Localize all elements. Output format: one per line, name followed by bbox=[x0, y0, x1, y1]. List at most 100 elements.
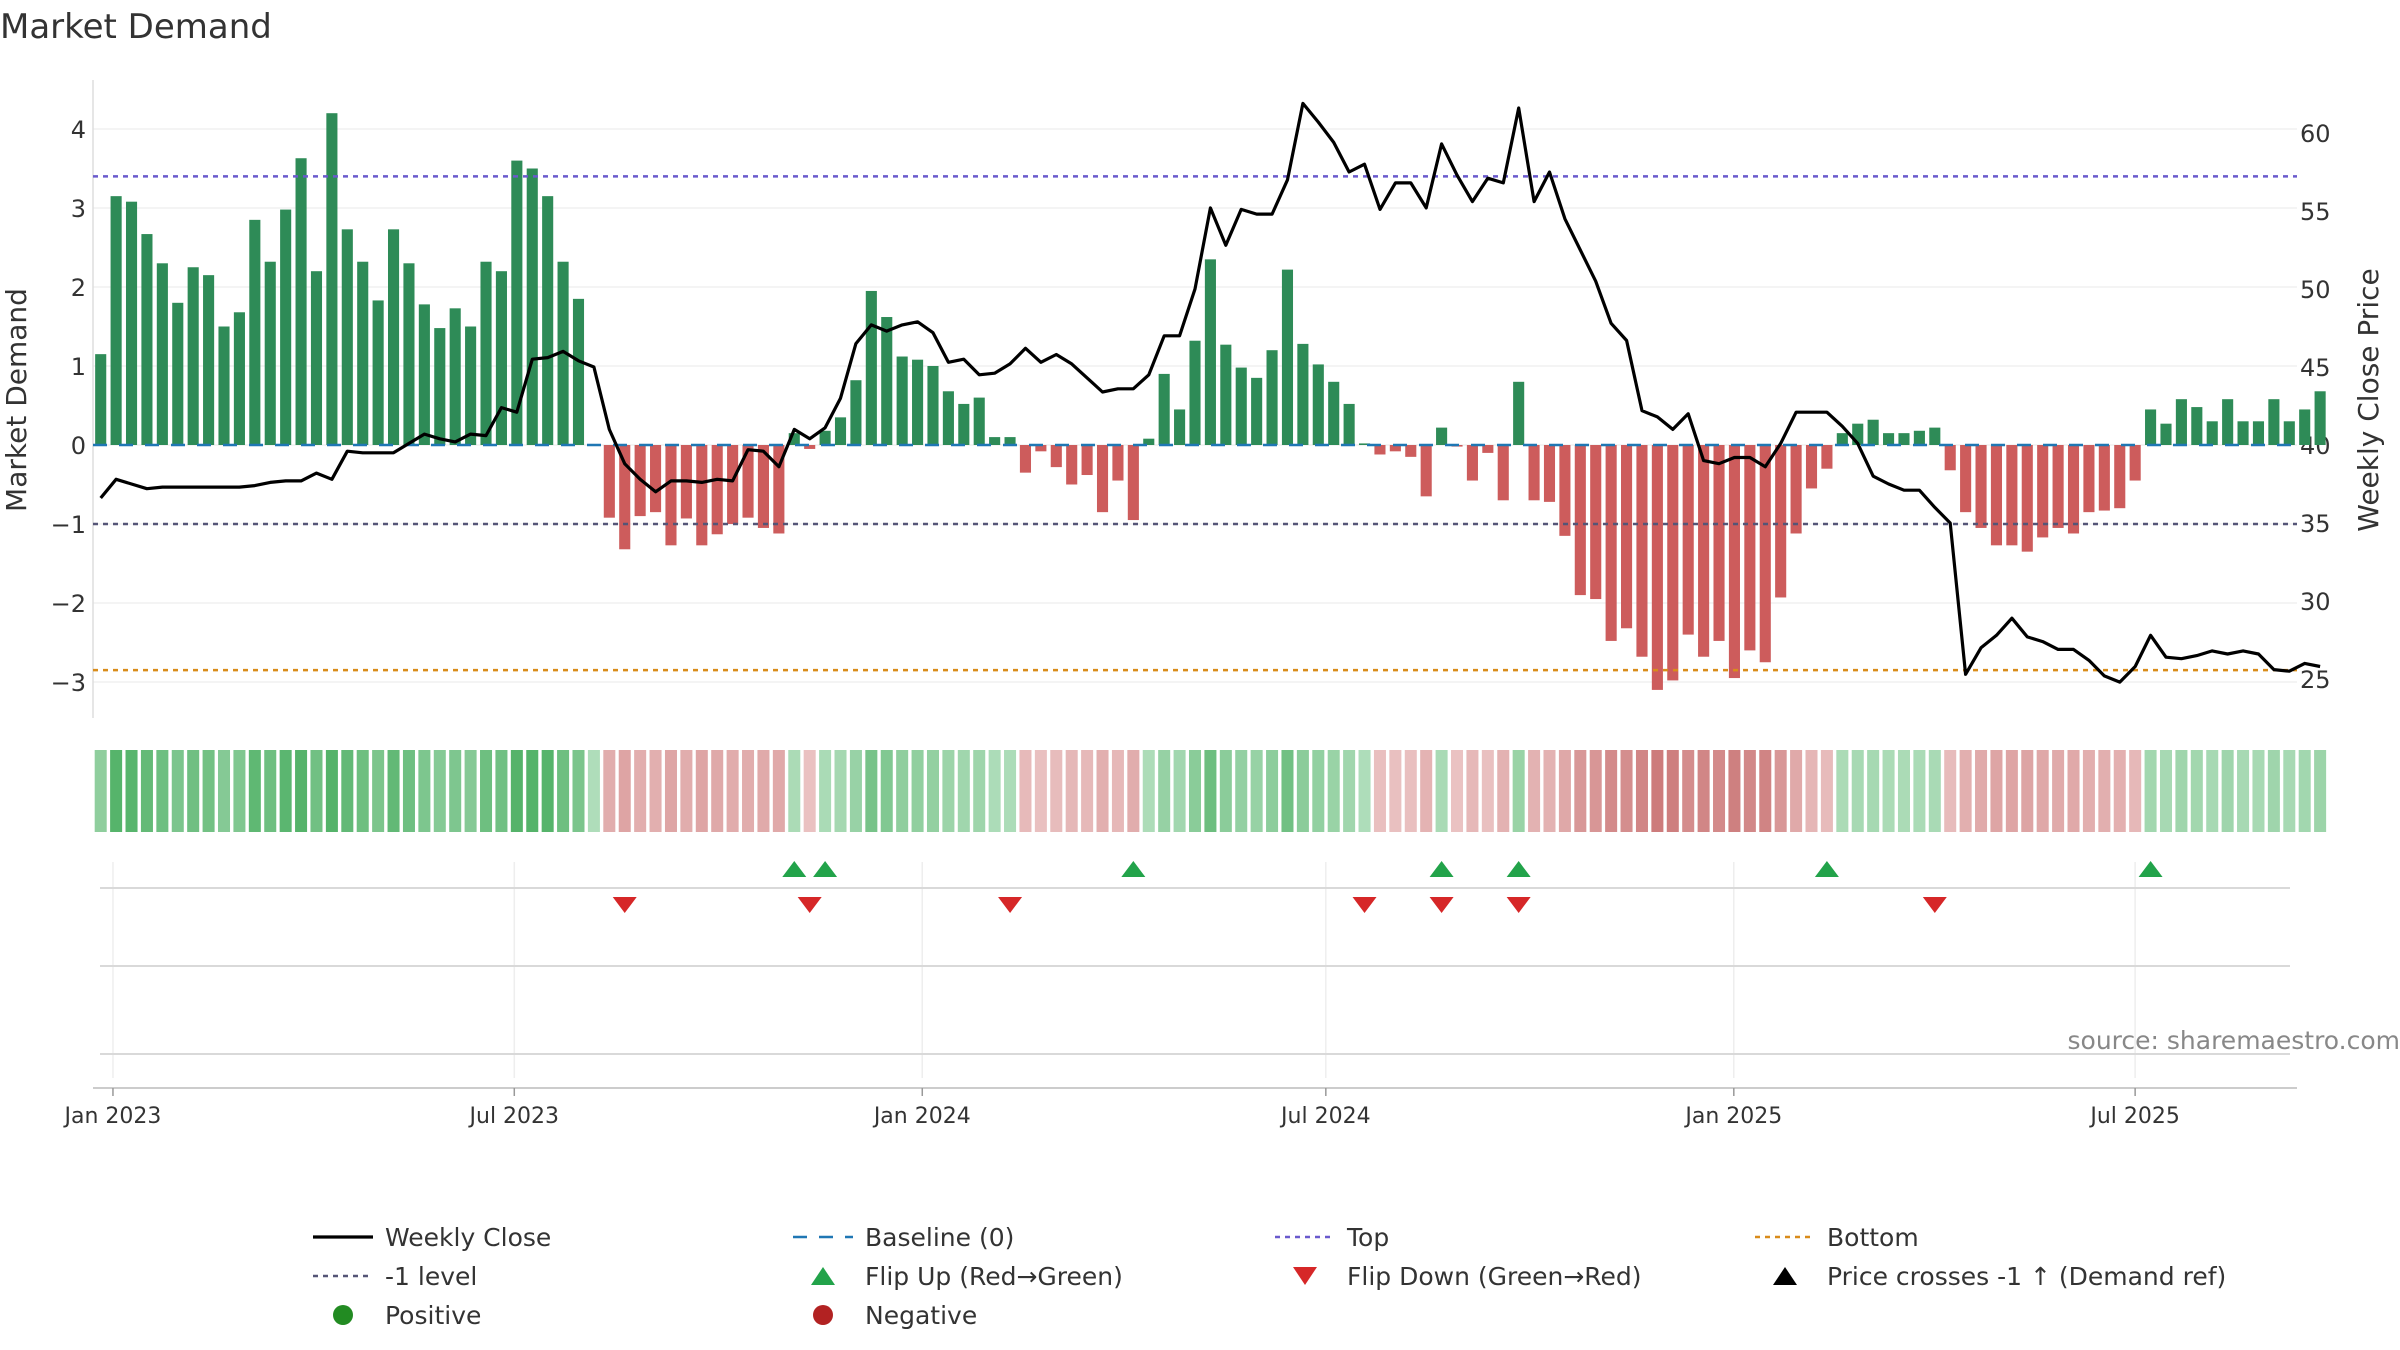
demand-bar bbox=[603, 445, 615, 518]
demand-bar bbox=[1436, 427, 1448, 445]
weekly-close-line bbox=[99, 101, 2321, 684]
heat-cell bbox=[726, 750, 739, 832]
heat-cell bbox=[140, 750, 153, 832]
leg-minus-one: -1 level bbox=[313, 1262, 477, 1291]
heat-cell bbox=[1096, 750, 1109, 832]
leg-bottom: Bottom bbox=[1755, 1223, 1919, 1252]
flip-up-marker bbox=[1429, 861, 1454, 877]
heat-cell bbox=[2129, 750, 2142, 832]
heat-cell bbox=[2067, 750, 2080, 832]
y2-axis-label: Weekly Close Price bbox=[2352, 268, 2385, 531]
demand-bar bbox=[1420, 445, 1432, 497]
heat-cell bbox=[1451, 750, 1464, 832]
demand-bar bbox=[927, 366, 939, 445]
demand-bar bbox=[233, 312, 245, 445]
flip-down-marker bbox=[1352, 897, 1377, 913]
legend-label: Baseline (0) bbox=[865, 1223, 1014, 1252]
demand-bar bbox=[2175, 399, 2187, 445]
heat-cell bbox=[2036, 750, 2049, 832]
demand-bar bbox=[480, 261, 492, 445]
demand-bar bbox=[989, 437, 1001, 445]
heat-cell bbox=[341, 750, 354, 832]
price-line-group bbox=[99, 101, 2321, 684]
demand-bar bbox=[912, 359, 924, 445]
demand-bar bbox=[619, 445, 631, 550]
demand-bar bbox=[203, 275, 215, 445]
heat-cell bbox=[217, 750, 231, 832]
heat-cell bbox=[156, 750, 169, 832]
y2-tick-label: 50 bbox=[2300, 276, 2331, 304]
heat-cell bbox=[310, 750, 323, 832]
demand-bar bbox=[1050, 445, 1062, 468]
flip-panel bbox=[100, 861, 2290, 1078]
heat-cell bbox=[1111, 750, 1124, 832]
demand-bar bbox=[1127, 445, 1139, 521]
heat-cell bbox=[402, 750, 415, 832]
heat-cell bbox=[279, 750, 292, 832]
heat-cell bbox=[849, 750, 862, 832]
demand-bar bbox=[1744, 445, 1756, 651]
heat-cell bbox=[1682, 750, 1695, 832]
demand-bar bbox=[958, 403, 970, 445]
y2-tick-label: 45 bbox=[2300, 354, 2331, 382]
leg-negative: Negative bbox=[813, 1301, 977, 1330]
heat-cell bbox=[1266, 750, 1279, 832]
heat-cell bbox=[1574, 750, 1587, 832]
demand-bar bbox=[1112, 445, 1124, 481]
heat-cell bbox=[880, 750, 893, 832]
heat-cell bbox=[2221, 750, 2234, 832]
demand-bar bbox=[387, 229, 400, 445]
heat-cell bbox=[1897, 750, 1910, 832]
heat-cell bbox=[942, 750, 955, 832]
demand-bar bbox=[1035, 445, 1047, 452]
heat-cell bbox=[1481, 750, 1494, 832]
heat-strip bbox=[94, 750, 2327, 832]
demand-bar bbox=[2145, 409, 2157, 445]
heat-cell bbox=[1358, 750, 1371, 832]
heat-cell bbox=[2190, 750, 2203, 832]
x-tick-label: Jul 2024 bbox=[1279, 1104, 1371, 1129]
heat-cell bbox=[911, 750, 924, 832]
heat-cell bbox=[295, 750, 308, 832]
heat-cell bbox=[1990, 750, 2003, 832]
demand-bar bbox=[1358, 443, 1371, 445]
heat-cell bbox=[2082, 750, 2095, 832]
heat-cell bbox=[1296, 750, 1309, 832]
heat-cell bbox=[1466, 750, 1479, 832]
demand-bar bbox=[1174, 409, 1186, 445]
heat-cell bbox=[803, 750, 816, 832]
y2-tick-label: 25 bbox=[2300, 666, 2331, 694]
legend: Weekly Close Baseline (0) Top Bottom -1 leve… bbox=[313, 1223, 2226, 1330]
heat-cell bbox=[1728, 750, 1741, 832]
heat-cell bbox=[1743, 750, 1756, 832]
heat-cell bbox=[1081, 750, 1094, 832]
demand-bar bbox=[280, 209, 292, 445]
demand-bar bbox=[572, 298, 585, 445]
flip-down-marker bbox=[612, 897, 637, 913]
heat-cell bbox=[1528, 750, 1541, 832]
legend-swatch bbox=[1293, 1267, 1317, 1285]
demand-bar bbox=[1497, 445, 1509, 501]
heat-cell bbox=[1713, 750, 1726, 832]
demand-bar bbox=[357, 261, 369, 445]
demand-bar bbox=[1204, 259, 1216, 445]
heat-cell bbox=[1327, 750, 1340, 832]
demand-bar bbox=[696, 445, 708, 546]
demand-bar bbox=[665, 445, 677, 546]
heat-cell bbox=[742, 750, 755, 832]
demand-bar bbox=[2114, 445, 2126, 509]
y-tick-label: 4 bbox=[71, 116, 86, 144]
demand-bar bbox=[141, 234, 153, 445]
demand-bar bbox=[1759, 445, 1771, 663]
heat-cell bbox=[510, 750, 523, 832]
demand-bar bbox=[511, 160, 523, 445]
demand-bar bbox=[2160, 423, 2172, 445]
heat-cell bbox=[1605, 750, 1618, 832]
demand-bar bbox=[865, 290, 877, 445]
demand-bar bbox=[295, 158, 307, 446]
leg-baseline: Baseline (0) bbox=[793, 1223, 1014, 1252]
demand-bar bbox=[1297, 343, 1309, 445]
demand-bars bbox=[95, 113, 2326, 690]
legend-label: Negative bbox=[865, 1301, 977, 1330]
demand-bar bbox=[1482, 445, 1494, 453]
